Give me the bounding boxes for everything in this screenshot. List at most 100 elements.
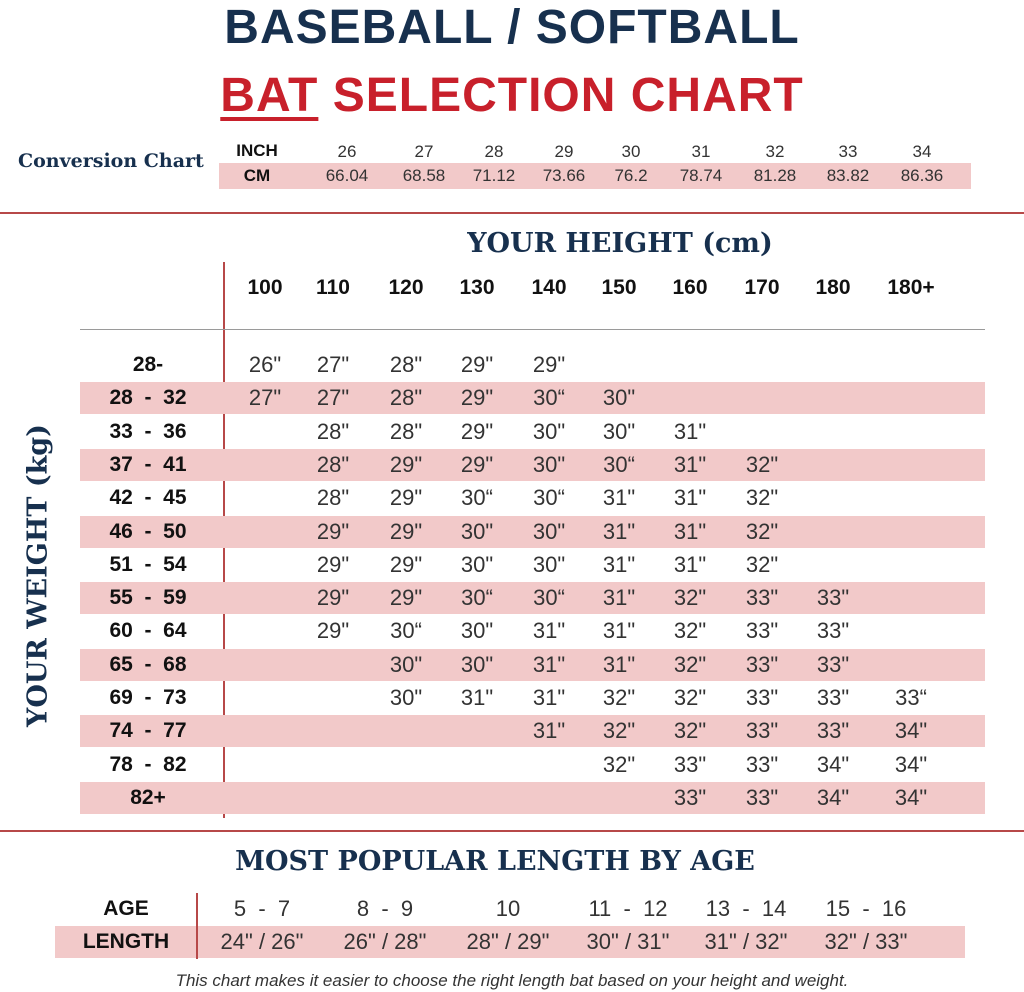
weight-label: 51 - 54	[109, 552, 187, 576]
cm-value: 83.82	[826, 166, 870, 185]
row-band	[80, 715, 985, 748]
length-value: 26" / 28"	[343, 929, 427, 954]
bat-length-cell: 30"	[602, 418, 636, 444]
title-line1: BASEBALL / SOFTBALL	[224, 1, 800, 54]
bat-length-cell: 32"	[673, 618, 707, 644]
inch-value: 32	[765, 142, 785, 161]
bat-length-cell: 33"	[673, 784, 707, 810]
height-header: 110	[316, 276, 350, 299]
bat-length-cell: 31"	[532, 651, 566, 677]
bat-length-cell: 28"	[316, 451, 350, 477]
inch-value: 30	[621, 142, 641, 161]
bat-length-cell: 32"	[673, 685, 707, 710]
bat-length-cell: 29"	[316, 551, 350, 577]
height-header: 140	[531, 276, 567, 299]
length-value: 31" / 32"	[704, 929, 788, 954]
bat-length-cell: 30“	[390, 618, 422, 644]
bat-length-cell: 30"	[460, 651, 494, 677]
weight-label: 82+	[130, 785, 166, 809]
bat-length-cell: 30"	[532, 451, 566, 477]
bat-length-cell: 34"	[816, 784, 850, 810]
bat-length-cell: 34"	[894, 784, 928, 810]
bat-length-cell: 30"	[532, 418, 566, 444]
bat-length-cell: 32"	[745, 551, 779, 577]
cm-label: CM	[243, 166, 271, 185]
bat-length-cell: 29"	[389, 551, 423, 577]
age-value: 11 - 12	[588, 896, 668, 921]
bat-length-cell: 32"	[745, 451, 779, 477]
bat-length-cell: 31"	[532, 685, 566, 710]
bat-length-cell: 29"	[460, 418, 494, 444]
height-header: 150	[601, 276, 637, 299]
row-band	[80, 515, 985, 548]
bat-length-cell: 30"	[460, 618, 494, 644]
bat-length-cell: 32"	[745, 485, 779, 511]
bat-length-cell: 27"	[316, 385, 350, 411]
bat-length-cell: 34"	[894, 751, 928, 777]
bat-length-cell: 30"	[460, 551, 494, 577]
weight-label: 78 - 82	[109, 752, 187, 776]
cm-value: 76.2	[614, 166, 648, 185]
weight-label: 37 - 41	[109, 452, 187, 476]
bat-length-cell: 28"	[389, 352, 423, 377]
bat-length-cell: 32"	[745, 518, 779, 544]
length-band	[55, 926, 965, 958]
bat-length-cell: 31"	[673, 418, 707, 444]
bat-length-cell: 31"	[673, 485, 707, 511]
bat-length-cell: 33"	[745, 585, 779, 611]
bat-length-cell: 32"	[673, 651, 707, 677]
bat-length-cell: 31"	[602, 651, 636, 677]
inch-value: 28	[484, 142, 504, 161]
weight-axis-title: YOUR WEIGHT (kg)	[22, 424, 54, 727]
bat-length-cell: 29"	[532, 352, 566, 377]
cm-value: 66.04	[325, 166, 369, 185]
bat-length-cell: 33"	[816, 618, 850, 644]
weight-label: 55 - 59	[109, 586, 187, 610]
bat-length-cell: 32"	[602, 685, 636, 710]
bat-length-cell: 26"	[248, 352, 282, 377]
cm-value: 86.36	[900, 166, 944, 185]
length-value: 28" / 29"	[466, 929, 550, 954]
length-value: 24" / 26"	[220, 929, 304, 954]
height-axis-title: YOUR HEIGHT (cm)	[467, 228, 773, 259]
bat-length-cell: 28"	[389, 418, 423, 444]
weight-label: 28-	[132, 353, 164, 376]
bat-length-cell: 29"	[389, 485, 423, 511]
divider-top	[0, 212, 1024, 214]
bat-length-cell: 34"	[894, 718, 928, 744]
row-band	[80, 648, 985, 681]
bat-length-cell: 31"	[602, 518, 636, 544]
bat-length-cell: 31"	[602, 618, 636, 644]
bat-length-cell: 34"	[816, 751, 850, 777]
bat-length-cell: 33"	[816, 718, 850, 744]
length-label: LENGTH	[82, 930, 170, 953]
bat-length-cell: 33"	[745, 718, 779, 744]
inch-value: 34	[912, 142, 932, 161]
height-header: 180+	[887, 276, 935, 299]
height-header: 180	[815, 276, 851, 299]
age-value: 15 - 16	[825, 896, 907, 921]
bat-length-cell: 30“	[461, 485, 493, 511]
bat-length-cell: 33"	[745, 751, 779, 777]
bat-length-cell: 30“	[603, 451, 635, 477]
bat-length-cell: 30“	[533, 585, 565, 611]
weight-label: 65 - 68	[109, 652, 187, 676]
bat-length-cell: 31"	[673, 518, 707, 544]
inch-value: 27	[414, 142, 434, 161]
bat-length-cell: 29"	[460, 352, 494, 377]
weight-label: 28 - 32	[109, 386, 187, 410]
age-value: 13 - 14	[705, 896, 787, 921]
length-value: 32" / 33"	[824, 929, 908, 954]
bat-length-cell: 29"	[389, 585, 423, 611]
bat-length-cell: 30“	[461, 585, 493, 611]
bat-length-cell: 30"	[602, 385, 636, 411]
bat-length-cell: 28"	[316, 485, 350, 511]
bat-length-cell: 33"	[745, 784, 779, 810]
bat-length-cell: 29"	[460, 451, 494, 477]
bat-length-cell: 32"	[602, 751, 636, 777]
bat-length-cell: 31"	[532, 618, 566, 644]
table-header-rule	[80, 329, 985, 330]
height-header: 130	[459, 276, 495, 299]
weight-label: 74 - 77	[109, 719, 187, 743]
bat-length-cell: 30"	[389, 651, 423, 677]
